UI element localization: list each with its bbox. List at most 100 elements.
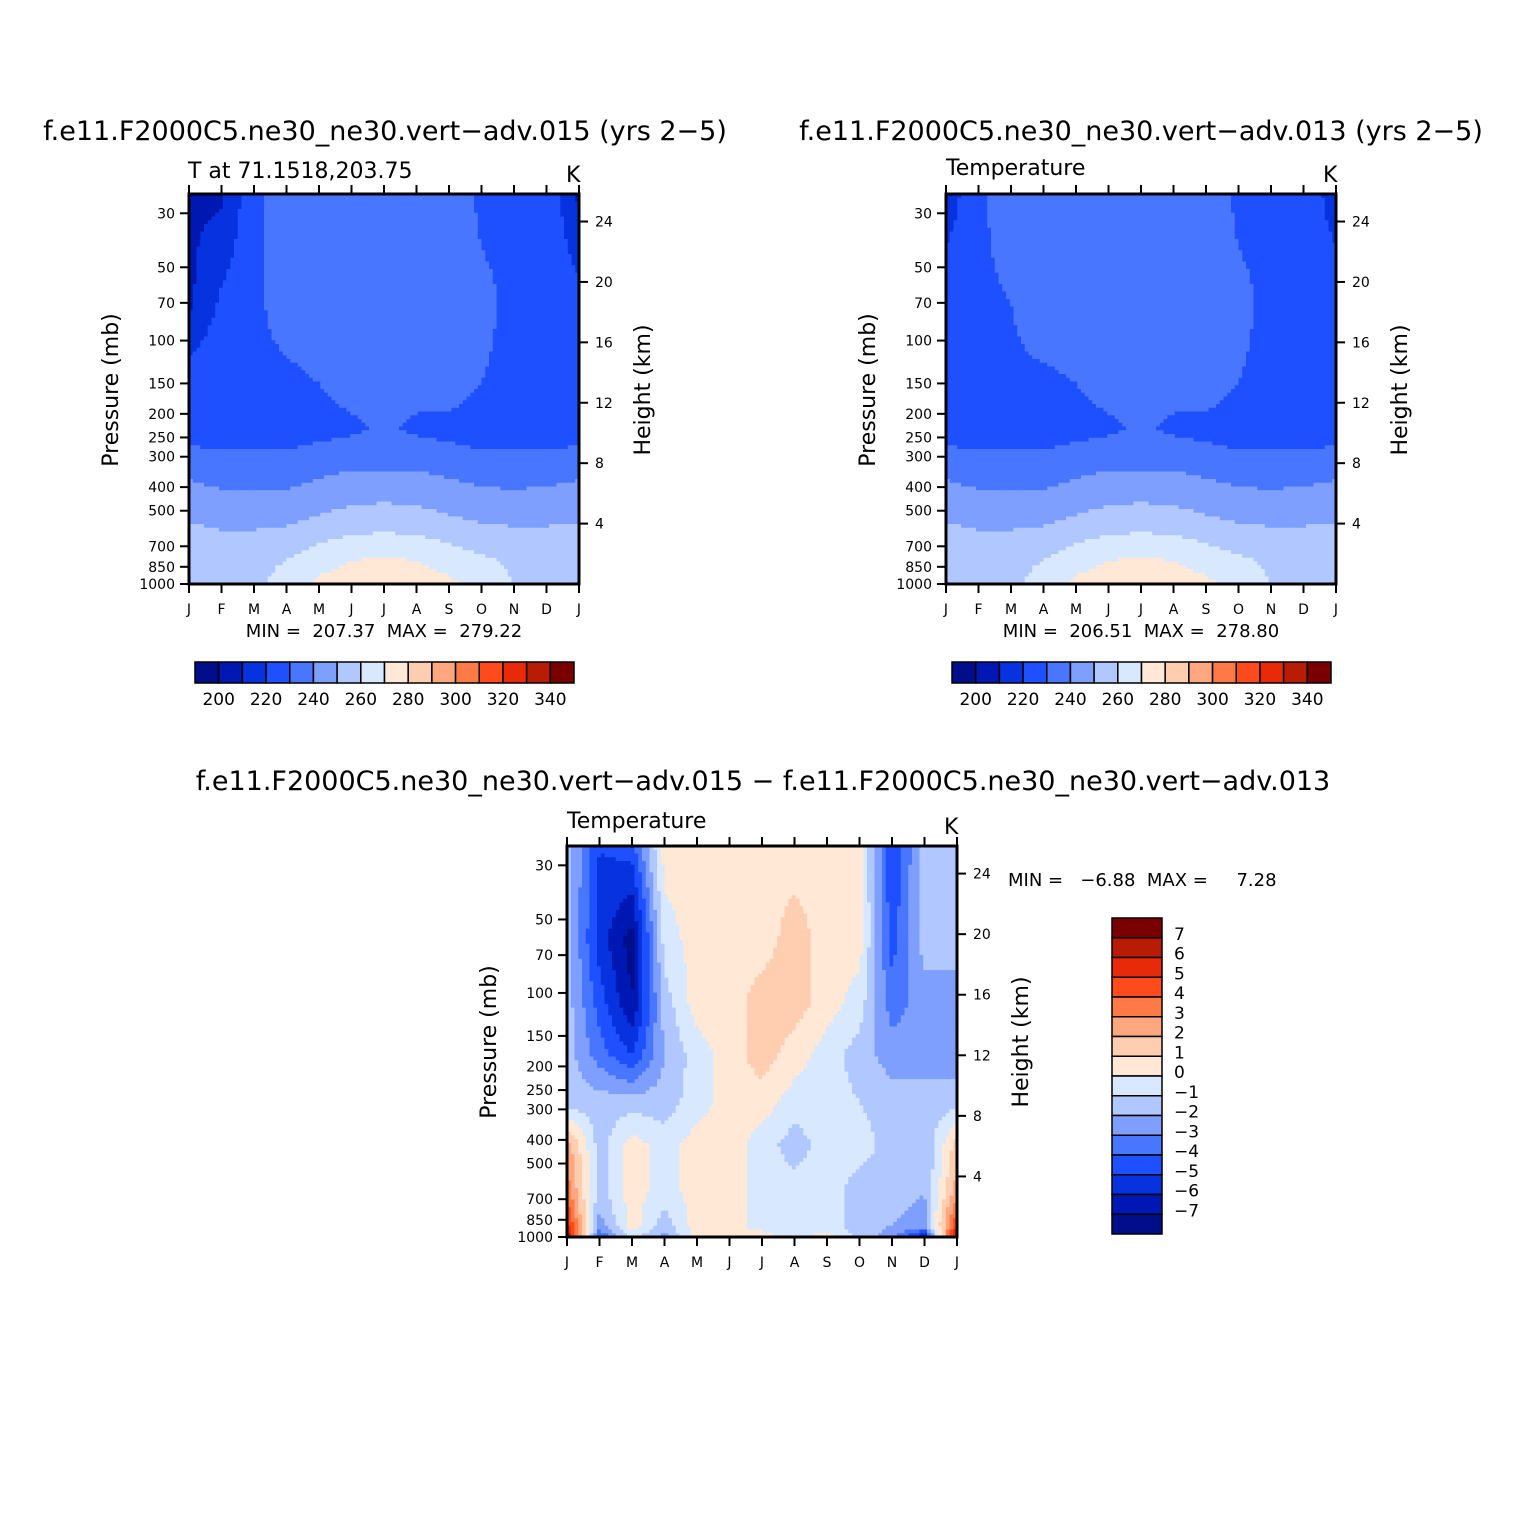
contour-cell xyxy=(542,359,546,363)
contour-cell xyxy=(527,367,531,371)
contour-cell xyxy=(249,250,253,254)
contour-cell xyxy=(365,269,369,273)
contour-cell xyxy=(512,265,516,269)
contour-cell xyxy=(287,348,291,352)
contour-cell xyxy=(388,232,392,236)
contour-cell xyxy=(193,269,197,273)
contour-cell xyxy=(534,258,538,262)
contour-cell xyxy=(452,352,456,356)
contour-cell xyxy=(328,280,332,284)
contour-cell xyxy=(279,337,283,341)
contour-cell xyxy=(489,224,493,228)
contour-cell xyxy=(305,243,309,247)
contour-cell xyxy=(347,239,351,243)
contour-cell xyxy=(377,232,381,236)
contour-cell xyxy=(388,220,392,224)
contour-cell xyxy=(287,239,291,243)
contour-cell xyxy=(283,243,287,247)
contour-cell xyxy=(279,367,283,371)
contour-cell xyxy=(395,239,399,243)
contour-cell xyxy=(275,247,279,251)
contour-cell xyxy=(332,363,336,367)
contour-cell xyxy=(324,352,328,356)
contour-cell xyxy=(515,202,519,206)
contour-cell xyxy=(452,213,456,217)
contour-cell xyxy=(275,310,279,314)
contour-cell xyxy=(197,202,201,206)
contour-cell xyxy=(257,232,261,236)
contour-cell xyxy=(395,344,399,348)
contour-cell xyxy=(553,352,557,356)
contour-cell xyxy=(305,273,309,277)
contour-cell xyxy=(515,198,519,202)
contour-cell xyxy=(264,329,268,333)
contour-cell xyxy=(219,243,223,247)
contour-cell xyxy=(448,254,452,258)
contour-cell xyxy=(369,277,373,281)
contour-cell xyxy=(489,355,493,359)
contour-cell xyxy=(305,344,309,348)
contour-cell xyxy=(324,250,328,254)
contour-cell xyxy=(354,370,358,374)
contour-cell xyxy=(500,224,504,228)
contour-cell xyxy=(309,344,313,348)
contour-cell xyxy=(403,310,407,314)
contour-cell xyxy=(238,370,242,374)
contour-cell xyxy=(429,284,433,288)
contour-cell xyxy=(448,265,452,269)
contour-cell xyxy=(294,292,298,296)
contour-cell xyxy=(538,228,542,232)
contour-cell xyxy=(242,198,246,202)
contour-cell xyxy=(260,359,264,363)
contour-cell xyxy=(320,363,324,367)
contour-cell xyxy=(433,273,437,277)
contour-cell xyxy=(485,370,489,374)
contour-cell xyxy=(553,370,557,374)
contour-cell xyxy=(275,220,279,224)
contour-cell xyxy=(253,322,257,326)
contour-cell xyxy=(212,292,216,296)
contour-cell xyxy=(422,299,426,303)
contour-cell xyxy=(485,202,489,206)
contour-cell xyxy=(474,318,478,322)
contour-cell xyxy=(268,239,272,243)
contour-cell xyxy=(459,205,463,209)
contour-cell xyxy=(268,247,272,251)
contour-cell xyxy=(343,280,347,284)
contour-cell xyxy=(568,344,572,348)
contour-cell xyxy=(527,265,531,269)
contour-cell xyxy=(208,359,212,363)
contour-cell xyxy=(279,288,283,292)
contour-cell xyxy=(294,198,298,202)
contour-cell xyxy=(204,254,208,258)
contour-cell xyxy=(433,258,437,262)
contour-cell xyxy=(380,209,384,213)
contour-cell xyxy=(380,340,384,344)
contour-cell xyxy=(497,198,501,202)
contour-cell xyxy=(294,348,298,352)
contour-cell xyxy=(542,247,546,251)
contour-cell xyxy=(422,314,426,318)
contour-cell xyxy=(403,318,407,322)
contour-cell xyxy=(253,359,257,363)
contour-cell xyxy=(257,277,261,281)
contour-cell xyxy=(489,205,493,209)
contour-cell xyxy=(317,239,321,243)
contour-cell xyxy=(478,310,482,314)
contour-cell xyxy=(215,273,219,277)
contour-cell xyxy=(489,198,493,202)
contour-cell xyxy=(392,307,396,311)
contour-cell xyxy=(215,247,219,251)
contour-cell xyxy=(245,344,249,348)
contour-cell xyxy=(474,355,478,359)
contour-cell xyxy=(560,325,564,329)
contour-cell xyxy=(313,333,317,337)
contour-cell xyxy=(467,243,471,247)
contour-cell xyxy=(223,262,227,266)
contour-cell xyxy=(275,314,279,318)
contour-cell xyxy=(197,340,201,344)
contour-cell xyxy=(264,243,268,247)
contour-cell xyxy=(260,265,264,269)
contour-cell xyxy=(350,258,354,262)
contour-cell xyxy=(328,318,332,322)
